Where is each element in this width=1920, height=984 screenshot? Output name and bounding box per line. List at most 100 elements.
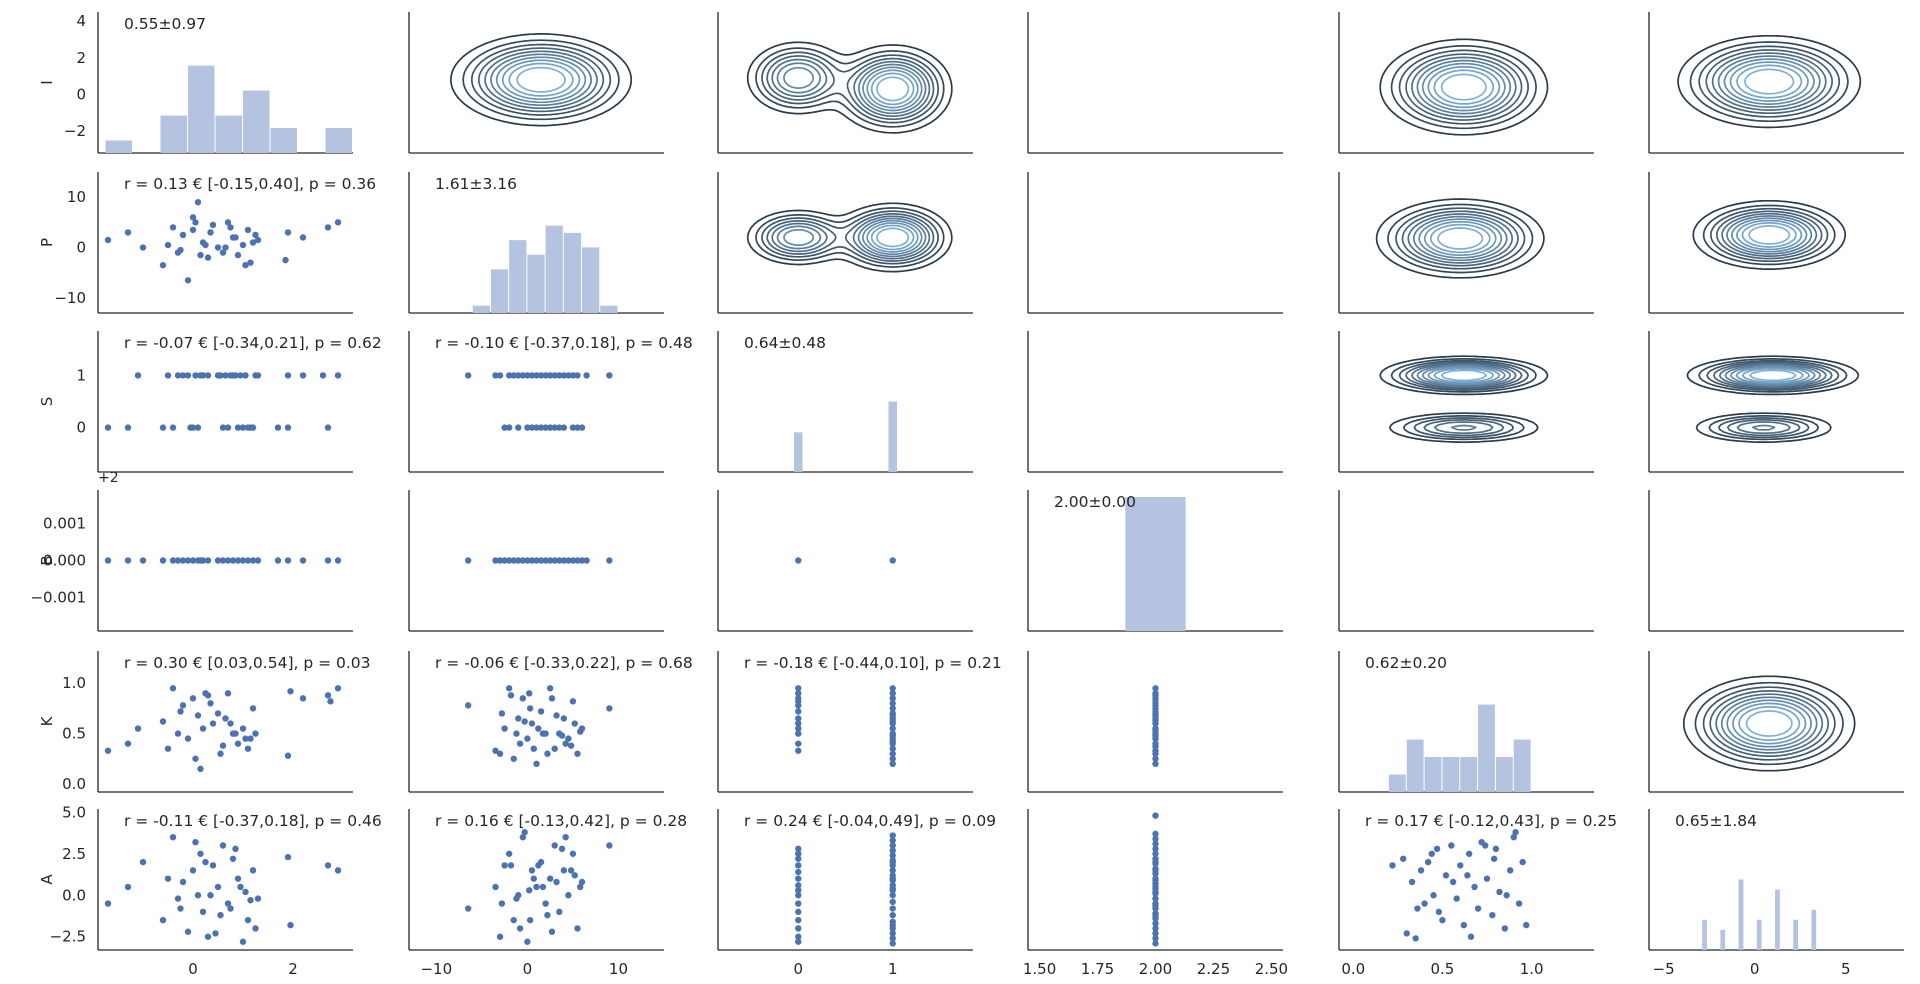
histogram-bar	[325, 128, 352, 153]
scatter-point	[124, 424, 132, 431]
kde-contour-level	[1411, 56, 1517, 118]
y-tick-label: −0.001	[30, 589, 86, 607]
scatter-point	[234, 875, 242, 882]
scatter-point	[177, 246, 184, 254]
scatter-point	[889, 760, 896, 767]
histogram-bar	[563, 232, 582, 313]
diagonal-stat-label: 0.65±1.84	[1675, 812, 1757, 830]
x-tick-label: 1.50	[1023, 960, 1056, 978]
scatter-point	[513, 730, 520, 737]
scatter-point	[889, 935, 896, 942]
scatter-point	[254, 895, 262, 902]
scatter-point	[795, 708, 802, 715]
scatter-point	[199, 908, 207, 916]
histogram-bar	[188, 65, 215, 153]
scatter-point	[1428, 850, 1435, 857]
panel-K-S	[717, 651, 973, 793]
kde-contour-level	[746, 41, 953, 134]
panel-S-S	[717, 331, 973, 473]
kde-contour-level	[1416, 59, 1512, 115]
scatter-point	[204, 372, 212, 379]
scatter-point	[565, 557, 572, 564]
kde-contour-level	[1709, 690, 1830, 757]
scatter-point	[544, 911, 551, 919]
scatter-point	[219, 249, 227, 256]
scatter-point	[284, 752, 292, 759]
scatter-point	[299, 234, 307, 241]
scatter-point	[104, 424, 112, 431]
scatter-point	[578, 878, 586, 886]
kde-contour-level	[1745, 710, 1793, 737]
scatter-point	[569, 557, 577, 564]
scatter-point	[219, 424, 227, 431]
scatter-point	[1412, 935, 1419, 942]
scatter-point	[192, 755, 199, 762]
scatter-point	[528, 720, 536, 727]
histogram-bar	[794, 432, 803, 472]
scatter-point	[501, 725, 508, 732]
scatter-point	[284, 853, 292, 861]
panel-P-S	[717, 172, 973, 314]
scatter-I_A	[104, 834, 342, 945]
scatter-point	[526, 916, 534, 924]
scatter-point	[212, 930, 219, 937]
scatter-point	[464, 905, 472, 912]
kde-contour-level	[761, 51, 939, 124]
panel-A-K: 0.00.51.0K	[1338, 809, 1594, 984]
panel-S-I: 0 1 S	[38, 331, 353, 473]
panel-I-B	[1027, 12, 1283, 154]
scatter-point	[795, 892, 802, 899]
scatter-point	[558, 845, 566, 853]
scatter-point	[282, 256, 289, 264]
histogram-P	[472, 225, 618, 313]
scatter-point	[194, 712, 202, 719]
kde-contour-level	[1717, 55, 1821, 108]
scatter-point	[1152, 845, 1159, 853]
scatter-point	[524, 424, 531, 431]
scatter-point	[795, 855, 802, 862]
scatter-point	[1482, 842, 1489, 849]
scatter-point	[526, 690, 533, 697]
histogram-bar	[1811, 909, 1817, 950]
histogram-bar	[1424, 757, 1442, 792]
scatter-B_K	[1152, 685, 1159, 767]
scatter-point	[505, 424, 513, 431]
scatter-point	[533, 557, 540, 564]
scatter-point	[539, 883, 547, 891]
kde-contour-level	[1732, 702, 1807, 745]
scatter-point	[498, 710, 506, 717]
kde-contour-level	[1748, 225, 1791, 245]
scatter-point	[252, 925, 259, 932]
kde-K-P	[1375, 198, 1545, 279]
scatter-point	[247, 735, 254, 742]
scatter-point	[562, 834, 569, 841]
kde-contour-level	[1694, 681, 1844, 766]
kde-contour-level	[1390, 45, 1537, 130]
kde-contour-level	[1726, 699, 1813, 748]
scatter-point	[533, 372, 540, 379]
scatter-point	[492, 372, 499, 379]
kde-contour-level	[1379, 38, 1549, 136]
scatter-point	[232, 372, 239, 379]
scatter-point	[234, 557, 242, 564]
scatter-P_K	[464, 685, 613, 767]
kde-contour-level	[490, 53, 593, 107]
kde-contour-level	[1411, 362, 1517, 435]
scatter-point	[249, 867, 257, 874]
histogram-bar	[888, 401, 897, 472]
kde-contour-level	[1718, 362, 1827, 435]
scatter-point	[542, 424, 549, 431]
scatter-point	[159, 261, 167, 269]
scatter-I_K	[104, 685, 342, 773]
scatter-point	[252, 730, 259, 737]
scatter-point	[199, 725, 207, 732]
scatter-point	[889, 557, 896, 564]
kde-contour-level	[1433, 69, 1495, 105]
scatter-point	[562, 740, 569, 747]
scatter-point	[889, 911, 896, 919]
scatter-point	[209, 862, 217, 869]
scatter-point	[169, 424, 177, 431]
scatter-point	[214, 244, 222, 251]
scatter-point	[795, 916, 802, 924]
y-tick-label: 10	[67, 188, 86, 206]
